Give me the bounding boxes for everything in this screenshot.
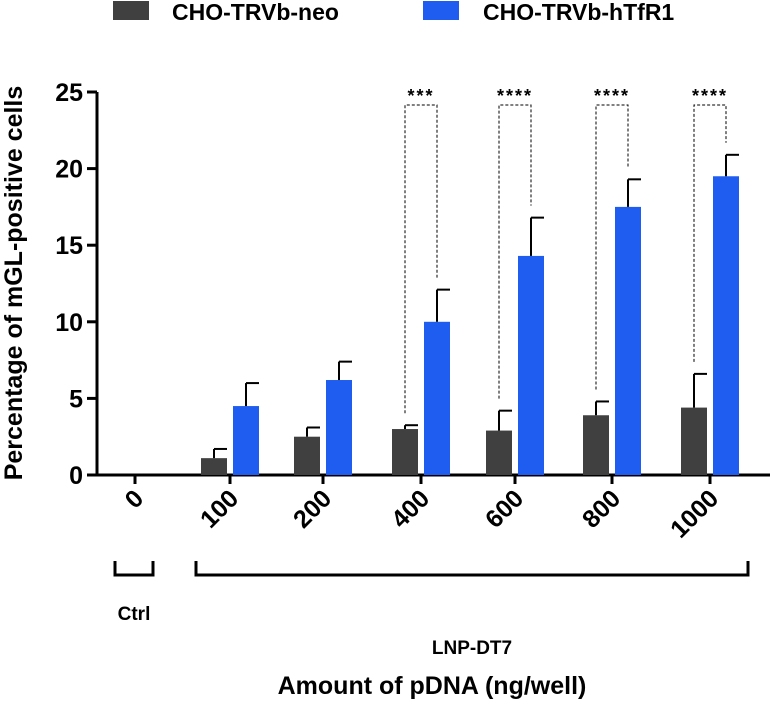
group-bracket — [194, 561, 750, 577]
significance-bracket — [404, 104, 438, 414]
x-tick-label: 100 — [195, 484, 244, 533]
bar — [486, 430, 512, 475]
group-label: LNP-DT7 — [432, 638, 512, 659]
x-axis-title: Amount of pDNA (ng/well) — [278, 672, 587, 700]
significance-label: **** — [594, 86, 630, 106]
bar — [518, 255, 544, 475]
x-tick-label: 0 — [120, 484, 150, 514]
legend-label-htfr1: CHO-TRVb-hTfR1 — [483, 0, 674, 25]
y-tick-label: 20 — [55, 156, 83, 184]
y-tick-label: 25 — [55, 79, 83, 107]
significance-markers: *** **** **** **** — [404, 86, 728, 414]
y-tick-label: 15 — [55, 232, 83, 260]
bar — [233, 406, 259, 475]
y-axis-title: Percentage of mGL-positive cells — [0, 86, 28, 481]
significance-bracket — [498, 104, 532, 399]
x-tick-label: 800 — [577, 484, 626, 533]
bar — [424, 321, 450, 475]
y-tick-label: 0 — [69, 462, 83, 490]
bar — [392, 429, 418, 475]
x-tick-label: 400 — [386, 484, 435, 533]
legend-label-neo: CHO-TRVb-neo — [172, 0, 339, 25]
y-tick-label: 5 — [69, 385, 83, 413]
significance-label: *** — [407, 86, 434, 106]
bar — [326, 380, 352, 475]
bars — [201, 153, 739, 475]
significance-label: **** — [497, 86, 533, 106]
x-tick-label: 1000 — [665, 484, 724, 543]
bar — [681, 407, 707, 475]
group-bracket — [113, 561, 155, 577]
legend-swatch-htfr1 — [423, 1, 459, 20]
x-tick-label: 200 — [288, 484, 337, 533]
significance-label: **** — [692, 86, 728, 106]
bar — [583, 415, 609, 475]
group-brackets: Ctrl LNP-DT7 — [113, 561, 750, 659]
bar — [201, 458, 227, 475]
group-label: Ctrl — [118, 604, 151, 625]
legend-swatch-neo — [113, 1, 149, 20]
bar — [713, 176, 739, 475]
legend: CHO-TRVb-neo CHO-TRVb-hTfR1 — [113, 0, 674, 25]
bar — [615, 206, 641, 475]
x-axis: 0 100 200 400 600 800 1000 — [97, 473, 770, 544]
x-tick-label: 600 — [480, 484, 529, 533]
significance-bracket — [595, 104, 629, 390]
y-tick-label: 10 — [55, 309, 83, 337]
significance-bracket — [693, 104, 727, 362]
y-axis: 0 5 10 15 20 25 — [55, 79, 99, 490]
bar — [294, 436, 320, 475]
